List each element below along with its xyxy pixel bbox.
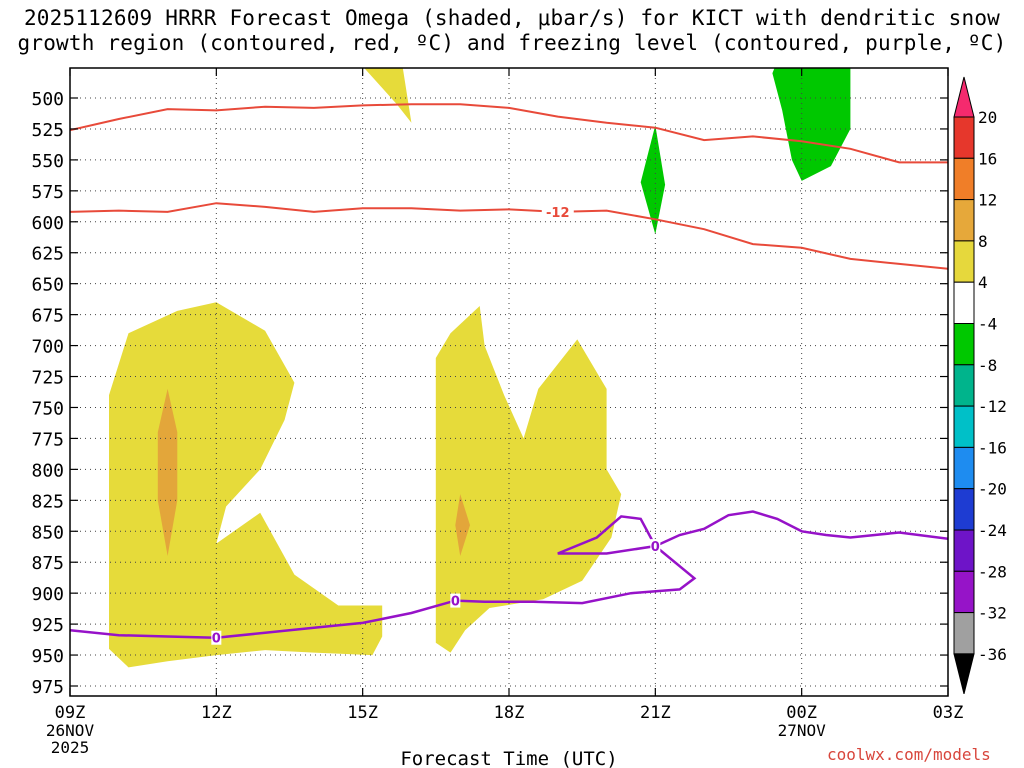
- colorbar-box-9: [953, 446, 975, 490]
- omega-region--8to-4-0: [772, 68, 851, 181]
- x-date-label-0-0: 26NOV: [46, 721, 95, 740]
- colorbar-box-11: [953, 529, 975, 572]
- freezing-level-label-2: 0: [651, 540, 660, 555]
- colorbar-label-6: -8: [978, 356, 997, 375]
- omega-shading: [109, 68, 851, 668]
- y-tick-label-800: 800: [31, 460, 64, 481]
- freezing-level-contour: [70, 510, 948, 639]
- freezing-label-bg-0: [211, 630, 222, 645]
- freezing-label-bg-2: [650, 539, 661, 554]
- y-tick-label-600: 600: [31, 213, 64, 234]
- colorbar-label-9: -20: [978, 480, 1007, 499]
- colorbar-label-3: 8: [978, 232, 988, 251]
- colorbar-box-2: [953, 157, 975, 201]
- y-tick-label-750: 750: [31, 398, 64, 419]
- omega-region-4to8-0: [109, 302, 383, 668]
- y-tick-label-950: 950: [31, 646, 64, 667]
- freezing-label-bg-1: [450, 593, 461, 608]
- colorbar-label-0: 20: [978, 108, 997, 127]
- colorbar-label-8: -16: [978, 438, 1007, 457]
- colorbar-box-5: [953, 281, 975, 325]
- colorbar-box-1: [953, 116, 975, 159]
- dgz-contour-1: [70, 202, 948, 270]
- y-tick-label-725: 725: [31, 368, 64, 389]
- freezing-level-label-0: 0: [212, 632, 221, 647]
- colorbar-box-12: [953, 570, 975, 614]
- y-tick-label-525: 525: [31, 120, 64, 141]
- omega-region-4to8-2: [364, 68, 412, 123]
- colorbar-box-10: [953, 488, 975, 531]
- x-tick-label-21Z: 21Z: [640, 703, 671, 723]
- y-tick-label-550: 550: [31, 151, 64, 172]
- freezing-level-label-1: 0: [451, 595, 460, 610]
- colorbar-label-5: -4: [978, 315, 997, 334]
- x-date-label-0-1: 2025: [51, 738, 90, 757]
- omega-region--8to-4-1: [640, 125, 666, 235]
- colorbar-label-1: 16: [978, 149, 997, 168]
- x-tick-label-18Z: 18Z: [494, 703, 525, 723]
- colorbar-bottom-arrow: [953, 653, 975, 695]
- title-line-1: 2025112609 HRRR Forecast Omega (shaded, …: [23, 6, 1001, 30]
- colorbar-box-7: [953, 364, 975, 407]
- x-date-label-1-0: 27NOV: [778, 721, 827, 740]
- dgz-contour-label-1: -12: [546, 206, 570, 221]
- y-tick-label-500: 500: [31, 89, 64, 110]
- x-axis-title: Forecast Time (UTC): [400, 748, 617, 768]
- omega-region-4to8-1: [435, 306, 622, 653]
- y-tick-label-775: 775: [31, 429, 64, 450]
- y-axis: 500 525 550 575 600 625 650 675 700 725 750 775 800 8…: [31, 89, 948, 698]
- omega-region-8to12-1: [455, 494, 470, 556]
- x-tick-label-09Z: 09Z: [55, 703, 86, 723]
- colorbar-label-10: -24: [978, 521, 1007, 540]
- x-tick-label-15Z: 15Z: [347, 703, 378, 723]
- y-tick-label-925: 925: [31, 615, 64, 636]
- colorbar: 20 16 12 8 4 -4 -8 -12 -16 -20 -24 -28 -32 -36: [953, 76, 1007, 695]
- contour-lines: [70, 103, 948, 639]
- colorbar-label-13: -36: [978, 645, 1007, 664]
- x-tick-label-03Z: 03Z: [933, 703, 964, 723]
- colorbar-box-4: [953, 240, 975, 283]
- y-tick-label-850: 850: [31, 522, 64, 543]
- y-tick-label-825: 825: [31, 491, 64, 512]
- colorbar-box-13: [953, 612, 975, 655]
- y-tick-label-700: 700: [31, 337, 64, 358]
- x-tick-label-12Z: 12Z: [201, 703, 232, 723]
- y-tick-label-625: 625: [31, 244, 64, 265]
- y-tick-label-975: 975: [31, 677, 64, 698]
- site-credit: coolwx.com/models: [827, 745, 991, 764]
- colorbar-box-3: [953, 199, 975, 242]
- chart-title: 2025112609 HRRR Forecast Omega (shaded, …: [0, 6, 1024, 56]
- colorbar-label-4: 4: [978, 273, 988, 292]
- dgz-contour-0: [70, 103, 948, 164]
- colorbar-label-11: -28: [978, 562, 1007, 581]
- colorbar-label-2: 12: [978, 191, 997, 210]
- colorbar-label-7: -12: [978, 397, 1007, 416]
- y-tick-label-875: 875: [31, 553, 64, 574]
- y-tick-label-575: 575: [31, 182, 64, 203]
- colorbar-box-8: [953, 405, 975, 448]
- title-line-2: growth region (contoured, red, ºC) and f…: [17, 31, 1007, 55]
- colorbar-label-12: -32: [978, 604, 1007, 623]
- y-tick-label-900: 900: [31, 584, 64, 605]
- y-tick-label-675: 675: [31, 306, 64, 327]
- y-tick-label-650: 650: [31, 275, 64, 296]
- dgz-label-bg-1: [541, 203, 574, 220]
- colorbar-top-arrow: [953, 76, 975, 118]
- colorbar-box-6: [953, 323, 975, 366]
- x-tick-label-00Z: 00Z: [786, 703, 817, 723]
- omega-region-8to12-0: [157, 388, 178, 556]
